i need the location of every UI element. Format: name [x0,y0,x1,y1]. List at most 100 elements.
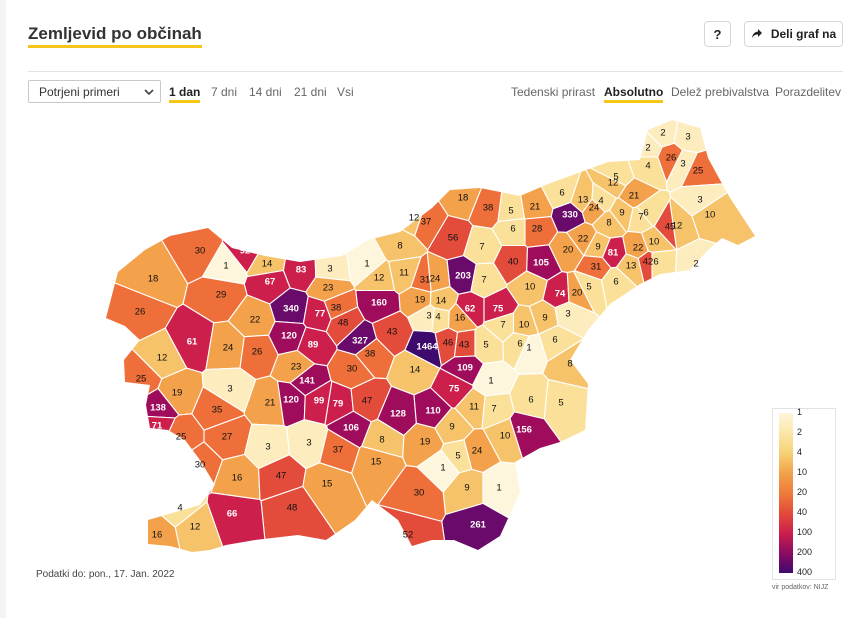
tab-14-dni[interactable]: 14 dni [249,85,282,99]
municipality-value-label: 4 [435,312,440,323]
municipality-value-label: 3 [685,132,690,143]
municipality-value-label: 52 [403,530,414,541]
municipality-region[interactable] [353,259,396,292]
municipality-region[interactable] [657,142,684,183]
municipality-value-label: 83 [296,265,307,276]
municipality-value-label: 13 [626,261,637,272]
municipality-region[interactable] [543,378,622,464]
legend-tick-label: 10 [797,467,808,477]
share-arrow-icon [751,29,762,38]
municipality-value-label: 138 [150,403,166,414]
tab-7-dni[interactable]: 7 dni [211,85,238,99]
municipality-value-label: 2 [693,259,698,270]
share-button[interactable]: Deli graf na [744,21,843,47]
municipality-region[interactable] [440,439,473,474]
municipality-value-label: 6 [552,335,557,346]
municipality-value-label: 7 [481,275,486,286]
municipality-region[interactable] [672,237,756,325]
municipality-value-label: 24 [472,446,483,457]
municipality-value-label: 48 [287,503,298,514]
tab-absolutno[interactable]: Absolutno [604,85,664,103]
municipality-value-label: 23 [323,283,334,294]
municipality-region[interactable] [282,209,317,293]
municipality-value-label: 12 [409,213,420,224]
tab-delez-prebivalstva[interactable]: Delež prebivalstva [671,85,770,99]
municipality-value-label: 106 [343,423,359,434]
municipality-value-label: 13 [578,195,589,206]
municipality-value-label: 29 [216,290,227,301]
legend-tick-label: 4 [797,447,803,457]
municipality-value-label: 4 [598,196,603,207]
municipality-value-label: 47 [362,396,373,407]
legend-tick-label: 40 [797,507,808,517]
municipality-region[interactable] [602,73,686,148]
chevron-down-icon [144,89,154,96]
municipality-value-label: 21 [530,202,541,213]
municipality-region[interactable] [581,198,606,226]
municipality-value-label: 66 [227,509,238,520]
share-button-label: Deli graf na [770,27,837,41]
municipality-value-label: 10 [519,320,530,331]
municipality-value-label: 6 [613,277,618,288]
page-title: Zemljevid po občinah [28,24,202,48]
municipality-value-label: 21 [629,191,640,202]
tab-tedenski-prirast[interactable]: Tedenski prirast [511,85,596,99]
municipality-value-label: 5 [508,206,513,217]
municipality-region[interactable] [587,88,663,158]
dataset-select-value: Potrjeni primeri [39,85,120,99]
municipality-value-label: 12 [157,353,168,364]
municipality-region[interactable] [97,479,191,596]
municipality-value-label: 22 [578,234,589,245]
help-button[interactable]: ? [704,21,731,47]
municipality-value-label: 1 [440,463,445,474]
municipality-value-label: 3 [227,384,232,395]
municipality-value-label: 12 [608,178,619,189]
municipality-value-label: 20 [563,245,574,256]
municipality-value-label: 24 [223,343,234,354]
municipality-value-label: 38 [483,203,494,214]
municipality-region[interactable] [441,502,539,585]
municipality-value-label: 5 [455,451,460,462]
municipality-value-label: 25 [693,166,704,177]
tab-porazdelitev[interactable]: Porazdelitev [775,85,842,99]
legend-color-ramp [779,413,793,573]
municipality-value-label: 18 [458,193,469,204]
municipality-value-label: 89 [308,340,319,351]
municipality-value-label: 47 [276,471,287,482]
municipality-value-label: 30 [195,246,206,257]
municipality-value-label: 3 [426,311,431,322]
municipality-value-label: 10 [500,431,511,442]
municipality-value-label: 105 [533,258,550,269]
municipality-value-label: 22 [250,315,261,326]
data-date-note: Podatki do: pon., 17. Jan. 2022 [36,569,175,580]
municipality-value-label: 35 [212,405,223,416]
municipality-region[interactable] [206,492,269,574]
municipality-value-label: 11 [469,402,479,413]
municipality-value-label: 61 [187,337,198,348]
municipality-value-label: 120 [281,331,297,342]
legend-tick-label: 2 [797,427,803,437]
municipality-value-label: 330 [562,210,578,221]
legend-tick-label: 100 [797,527,813,537]
municipality-value-label: 43 [459,340,470,351]
municipality-value-label: 75 [493,304,504,315]
municipality-value-label: 5 [613,172,618,183]
municipality-value-label: 19 [172,388,183,399]
municipality-value-label: 6 [510,224,515,235]
dataset-select[interactable]: Potrjeni primeri [28,80,161,103]
municipality-value-label: 77 [315,309,326,320]
municipality-value-label: 261 [470,520,487,531]
municipality-value-label: 71 [152,421,163,432]
municipality-value-label: 10 [525,282,536,293]
tab-21-dni[interactable]: 21 dni [294,85,327,99]
municipality-value-label: 7 [491,404,496,415]
municipality-value-label: 7 [479,242,484,253]
tab-1-dan[interactable]: 1 dan [169,85,201,103]
municipality-region[interactable] [97,414,176,482]
municipality-value-label: 327 [352,336,368,347]
municipality-value-label: 2 [645,143,650,154]
legend-tick-label: 20 [797,487,808,497]
municipality-value-label: 24 [430,274,441,285]
tab-vsi[interactable]: Vsi [337,85,354,99]
